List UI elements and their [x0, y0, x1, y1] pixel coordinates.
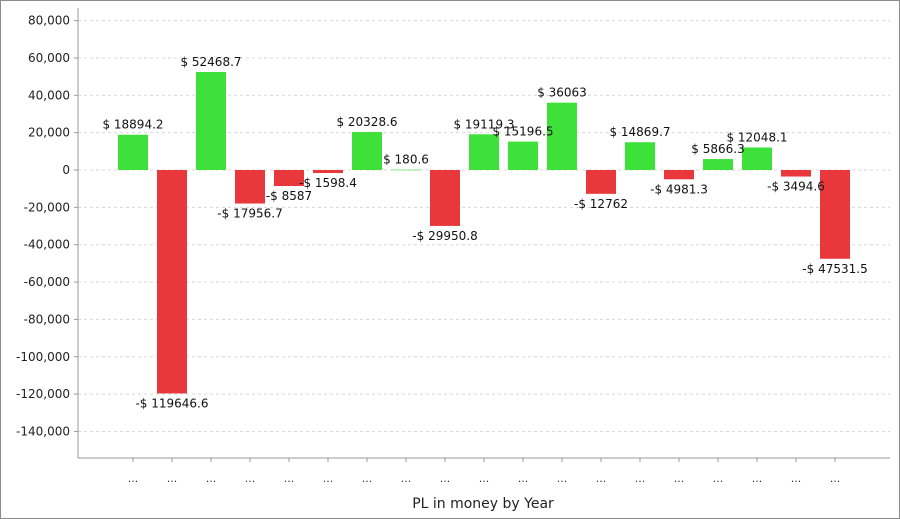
- x-category-label: ...: [830, 472, 841, 485]
- x-category-label: ...: [284, 472, 295, 485]
- y-tick-label: -80,000: [24, 312, 70, 326]
- bar: [703, 159, 733, 170]
- x-category-label: ...: [557, 472, 568, 485]
- bar-value-label: $ 12048.1: [726, 131, 787, 145]
- data-labels: $ 18894.2 -$ 119646.6 $ 52468.7 -$ 17956.7 -…: [102, 55, 867, 410]
- x-category-label: ...: [791, 472, 802, 485]
- x-category-label: ...: [713, 472, 724, 485]
- bar-value-label: -$ 47531.5: [802, 262, 867, 276]
- bar-value-label: $ 15196.5: [492, 125, 553, 139]
- y-tick-label: 20,000: [28, 126, 70, 140]
- x-axis-title: PL in money by Year: [412, 496, 554, 512]
- bar-value-label: -$ 3494.6: [767, 180, 825, 194]
- x-category-label: ...: [596, 472, 607, 485]
- bar-value-label: -$ 8587: [266, 189, 312, 203]
- y-tick-label: 80,000: [28, 14, 70, 28]
- bar-value-label: -$ 12762: [574, 197, 628, 211]
- bar-value-label: $ 180.6: [383, 153, 429, 167]
- y-tick-label: 60,000: [28, 51, 70, 65]
- x-category-label: ...: [752, 472, 763, 485]
- x-category-label: ...: [518, 472, 529, 485]
- bar: [313, 170, 343, 173]
- y-tick-label: -60,000: [24, 275, 70, 289]
- bar: [586, 170, 616, 194]
- y-tick-label: -40,000: [24, 238, 70, 252]
- bars: [118, 72, 850, 394]
- y-tick-label: -140,000: [16, 424, 70, 438]
- bar-value-label: $ 14869.7: [609, 125, 670, 139]
- bar-value-label: -$ 17956.7: [217, 207, 282, 221]
- y-tick-label: 40,000: [28, 88, 70, 102]
- bar-value-label: -$ 4981.3: [650, 182, 708, 196]
- y-tick-label: -120,000: [16, 387, 70, 401]
- axes: [74, 8, 890, 462]
- bar: [352, 132, 382, 170]
- bar-value-label: -$ 29950.8: [412, 229, 477, 243]
- bar: [742, 147, 772, 170]
- y-tick-label: -100,000: [16, 350, 70, 364]
- bar: [469, 134, 499, 170]
- bar-value-label: $ 52468.7: [180, 55, 241, 69]
- bar: [664, 170, 694, 180]
- x-category-label: ...: [479, 472, 490, 485]
- bar-value-label: $ 5866.3: [691, 142, 744, 156]
- bar-value-label: -$ 1598.4: [299, 176, 357, 190]
- bar: [391, 169, 421, 171]
- bar: [157, 170, 187, 394]
- bar: [274, 170, 304, 187]
- bar: [430, 170, 460, 226]
- x-category-label: ...: [128, 472, 139, 485]
- x-category-labels: ........................................…: [128, 472, 841, 485]
- x-category-label: ...: [674, 472, 685, 485]
- y-tick-label: -20,000: [24, 200, 70, 214]
- bar: [781, 170, 811, 177]
- bar: [235, 170, 265, 204]
- bar: [820, 170, 850, 259]
- bar-value-label: -$ 119646.6: [135, 396, 208, 410]
- bar: [196, 72, 226, 170]
- bar-value-label: $ 20328.6: [336, 115, 397, 129]
- x-category-label: ...: [206, 472, 217, 485]
- bar-value-label: $ 36063: [537, 86, 587, 100]
- bar: [508, 141, 538, 170]
- x-category-label: ...: [245, 472, 256, 485]
- x-category-label: ...: [323, 472, 334, 485]
- bar: [625, 142, 655, 170]
- bar: [118, 134, 148, 170]
- x-category-label: ...: [362, 472, 373, 485]
- y-tick-labels: 80,000 60,000 40,000 20,000 0 -20,000 -40,000 -…: [16, 14, 70, 439]
- x-category-label: ...: [440, 472, 451, 485]
- bar: [547, 102, 577, 170]
- bar-value-label: $ 19119.3: [453, 117, 514, 131]
- y-tick-label: 0: [62, 163, 70, 177]
- x-category-label: ...: [167, 472, 178, 485]
- bar-value-label: $ 18894.2: [102, 118, 163, 132]
- x-category-label: ...: [635, 472, 646, 485]
- x-category-label: ...: [401, 472, 412, 485]
